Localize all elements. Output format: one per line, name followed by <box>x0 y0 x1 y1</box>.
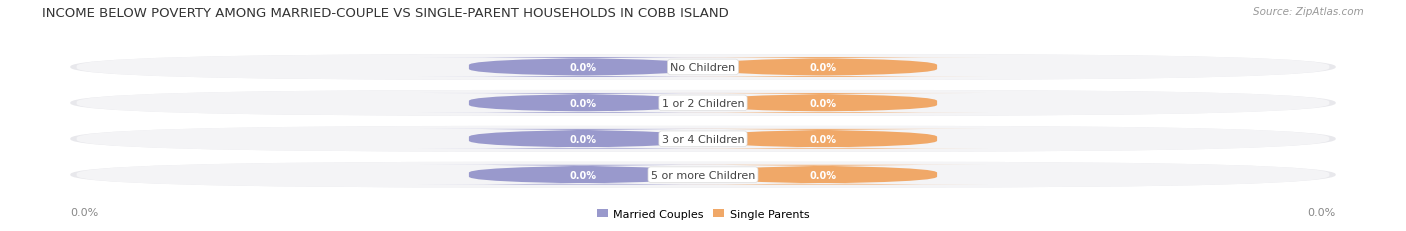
Text: 0.0%: 0.0% <box>810 170 837 180</box>
Text: 1 or 2 Children: 1 or 2 Children <box>662 98 744 108</box>
FancyBboxPatch shape <box>70 55 1336 81</box>
Text: 0.0%: 0.0% <box>810 134 837 144</box>
Text: INCOME BELOW POVERTY AMONG MARRIED-COUPLE VS SINGLE-PARENT HOUSEHOLDS IN COBB IS: INCOME BELOW POVERTY AMONG MARRIED-COUPL… <box>42 7 728 20</box>
FancyBboxPatch shape <box>419 58 748 77</box>
Text: 3 or 4 Children: 3 or 4 Children <box>662 134 744 144</box>
FancyBboxPatch shape <box>419 129 748 149</box>
Text: 0.0%: 0.0% <box>810 98 837 108</box>
Text: Source: ZipAtlas.com: Source: ZipAtlas.com <box>1253 7 1364 17</box>
FancyBboxPatch shape <box>70 162 1336 188</box>
FancyBboxPatch shape <box>76 126 1330 152</box>
Legend: Married Couples, Single Parents: Married Couples, Single Parents <box>592 204 814 223</box>
FancyBboxPatch shape <box>76 55 1330 80</box>
FancyBboxPatch shape <box>659 58 987 77</box>
FancyBboxPatch shape <box>419 165 748 185</box>
FancyBboxPatch shape <box>70 126 1336 152</box>
Text: No Children: No Children <box>671 63 735 73</box>
FancyBboxPatch shape <box>76 91 1330 116</box>
Text: 0.0%: 0.0% <box>569 134 596 144</box>
FancyBboxPatch shape <box>419 94 748 113</box>
Text: 0.0%: 0.0% <box>569 63 596 73</box>
Text: 0.0%: 0.0% <box>810 63 837 73</box>
Text: 0.0%: 0.0% <box>569 170 596 180</box>
Text: 5 or more Children: 5 or more Children <box>651 170 755 180</box>
FancyBboxPatch shape <box>76 162 1330 188</box>
Text: 0.0%: 0.0% <box>569 98 596 108</box>
Text: 0.0%: 0.0% <box>1308 207 1336 218</box>
FancyBboxPatch shape <box>659 129 987 149</box>
FancyBboxPatch shape <box>659 94 987 113</box>
FancyBboxPatch shape <box>659 165 987 185</box>
FancyBboxPatch shape <box>70 91 1336 116</box>
Text: 0.0%: 0.0% <box>70 207 98 218</box>
